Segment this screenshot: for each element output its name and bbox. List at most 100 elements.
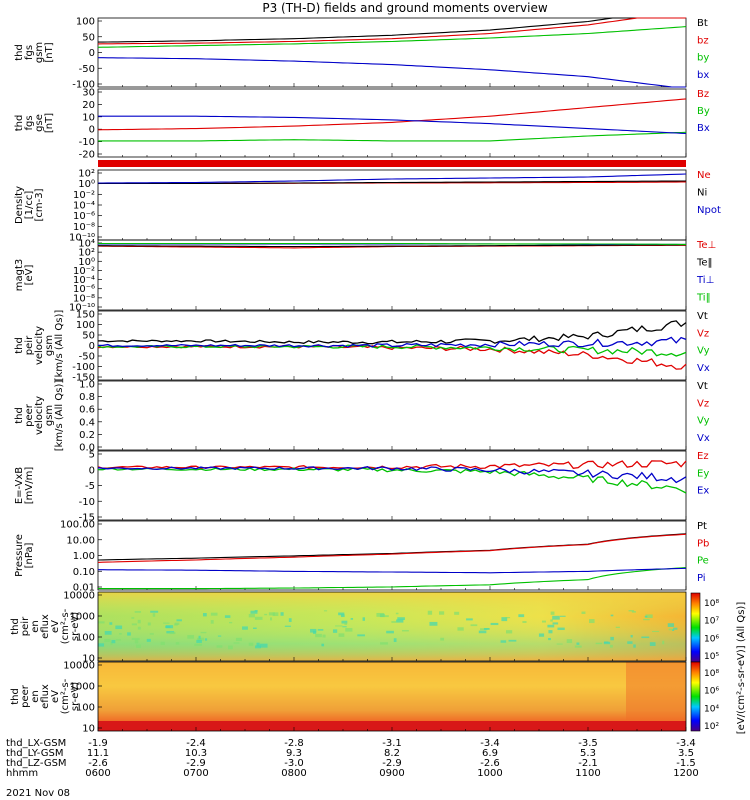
spec-texture [548,637,551,641]
spec-texture [633,644,636,648]
spec-texture [197,638,200,640]
spec-texture [344,622,348,625]
series-e-field-Ey [97,467,687,494]
spec-texture [480,628,488,631]
spec-texture [627,641,633,644]
y-tick-label: 0.01 [73,583,95,594]
y-tick-label: 0.0 [79,443,95,454]
spec-texture [284,625,291,627]
spec-texture [115,639,121,641]
spec-texture [254,645,261,649]
spec-texture [541,620,546,623]
y-tick-label: 0.10 [73,567,95,578]
y-tick-label: 10⁻⁸ [73,222,95,233]
y-axis-label: Pressure [14,534,25,577]
spec-texture [556,643,563,645]
spec-texture [500,640,507,643]
legend-pressure-item: Pt [697,521,707,532]
spec-texture [137,626,141,630]
y-axis-label: sr-eV) [70,682,81,711]
series-density-Ni [98,180,686,185]
coord-value: 3.5 [678,748,694,759]
legend-fgs-gsm-item: Bt [697,18,708,29]
spec-texture [194,643,203,646]
y-axis-label: peir [24,335,35,355]
y-tick-label: 30 [82,88,95,99]
series-temperature-Ti‖ [98,242,686,245]
spec-texture [149,633,154,635]
series-density-Npot [98,173,687,184]
spec-texture [362,617,366,621]
spec-texture [522,621,527,623]
y-tick-label: -100 [72,362,95,373]
spec-texture [109,622,113,625]
series-fgs-gse-By [98,131,687,142]
panel-frame [97,88,687,158]
y-tick-label: -150 [72,373,95,384]
spec-texture [429,621,438,626]
coord-value: -3.0 [284,758,304,769]
coord-value: -3.5 [578,738,598,749]
spec-texture [490,622,499,626]
y-axis-label: en [30,690,41,703]
coord-row-label: thd_LZ-GSM [6,758,67,769]
spec-texture [550,619,553,622]
y-tick-label: 100 [76,703,95,714]
spec-texture [382,615,389,618]
coord-value: 11.1 [87,748,109,759]
y-axis-label: [km/s (All Qs)] [54,380,65,452]
spec-texture [169,631,176,635]
spec-texture [322,634,326,638]
spec-texture [136,644,141,648]
y-tick-label: 10000 [63,591,95,602]
spec-texture [335,625,343,627]
spec-texture [506,630,513,634]
coord-row-label: thd_LX-GSM [6,738,66,749]
spec-texture [574,645,582,648]
y-axis-label: [1/cc] [24,191,35,220]
y-axis-label: fgs [24,45,35,60]
y-axis-label: sr-eV) [70,612,81,641]
coord-value: 6.9 [482,748,498,759]
spec-texture [466,618,473,621]
y-tick-label: 1000 [70,682,95,693]
coord-value: 0800 [281,768,306,779]
y-tick-label: 10.00 [66,535,95,546]
spec-texture [454,611,460,615]
spec-texture [501,617,508,622]
spec-texture [552,622,559,625]
y-tick-label: 10⁻¹⁰ [69,303,95,314]
spec-texture [380,642,388,645]
y-tick-label: 50 [82,32,95,43]
y-tick-label: 10² [78,248,95,259]
legend-peer-velocity-item: Vy [697,416,710,427]
y-tick-label: 10⁻² [73,190,95,201]
y-tick-label: 10⁻⁴ [73,275,95,286]
spec-texture [673,627,678,630]
coord-value: -1.9 [88,738,108,749]
spec-texture [268,612,275,616]
spec-texture [204,638,208,641]
y-tick-label: 10⁰ [78,179,95,190]
spec-texture [111,639,116,644]
spec-texture [248,613,255,618]
y-axis-label: [eV] [24,265,35,286]
spec-texture [104,638,111,642]
spec-texture [187,635,195,639]
spec-texture [652,630,660,633]
y-axis-label: gsm [44,405,55,426]
y-tick-label: -20 [79,150,95,161]
colorbar-peer [690,661,701,732]
spec-texture [317,629,324,631]
legend-fgs-gsm-item: by [697,53,709,64]
series-peir-velocity-Vx [98,336,687,348]
spec-texture [216,645,223,648]
spec-texture [210,612,218,616]
y-axis-label: (cm²-s- [60,678,71,714]
spec-texture [643,618,650,621]
coord-value: -2.1 [578,758,598,769]
series-pressure-Pt [97,533,687,561]
legend-peer-velocity-item: Vt [697,381,708,392]
